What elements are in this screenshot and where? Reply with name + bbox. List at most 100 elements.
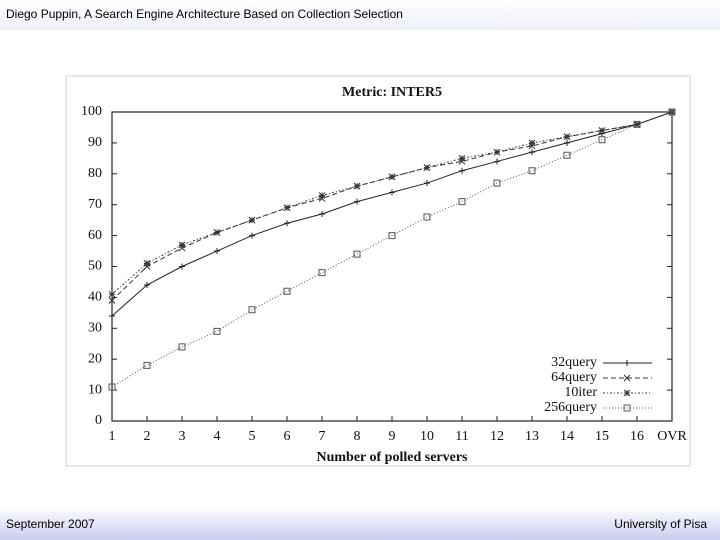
y-tick-label: 70: [88, 197, 102, 212]
marker: [389, 189, 395, 196]
chart-frame: [65, 75, 691, 467]
y-tick-label: 80: [88, 166, 102, 181]
marker: [248, 216, 256, 224]
marker: [143, 260, 151, 267]
marker: [563, 151, 571, 159]
marker: [458, 158, 466, 165]
marker: [563, 133, 571, 141]
y-tick-label: 90: [88, 135, 102, 150]
marker: [318, 269, 326, 277]
marker: [598, 136, 606, 144]
marker: [249, 232, 255, 239]
marker: [283, 287, 291, 295]
marker: [319, 210, 325, 217]
marker: [458, 154, 466, 162]
marker: [623, 404, 631, 412]
marker: [459, 167, 465, 174]
marker: [668, 108, 676, 116]
x-tick-label: 11: [455, 429, 468, 444]
x-axis-label: Number of polled servers: [317, 450, 469, 465]
x-tick-label: 2: [144, 429, 151, 444]
marker: [143, 361, 151, 369]
y-tick-label: 0: [95, 413, 102, 428]
x-tick-label: 16: [630, 429, 644, 444]
marker: [248, 306, 256, 314]
legend-label: 32query: [551, 355, 597, 370]
marker: [423, 213, 431, 221]
marker: [458, 198, 466, 206]
marker: [388, 232, 396, 240]
marker: [179, 263, 185, 270]
marker: [178, 343, 186, 351]
footer-affiliation: University of Pisa: [614, 517, 707, 531]
marker: [493, 148, 501, 156]
x-tick-label: 4: [214, 429, 221, 444]
x-tick-label: 9: [389, 429, 396, 444]
x-tick-label: OVR: [657, 429, 687, 444]
header-bar: Diego Puppin, A Search Engine Architectu…: [0, 0, 720, 30]
marker: [624, 360, 630, 366]
footer-bar: September 2007 University of Pisa: [0, 506, 720, 540]
marker: [493, 179, 501, 187]
y-tick-label: 40: [88, 290, 102, 305]
y-tick-label: 50: [88, 259, 102, 274]
legend-label: 64query: [551, 370, 597, 385]
marker: [668, 108, 676, 116]
y-tick-label: 10: [88, 382, 102, 397]
marker: [109, 312, 115, 319]
series-line: [111, 111, 673, 295]
marker: [623, 374, 631, 382]
marker: [529, 149, 535, 156]
marker: [564, 139, 570, 146]
marker: [623, 389, 631, 397]
x-tick-label: 5: [249, 429, 256, 444]
footer-date: September 2007: [6, 517, 95, 531]
chart-title: Metric: INTER5: [342, 85, 442, 100]
marker: [388, 173, 396, 181]
x-tick-label: 13: [525, 429, 539, 444]
marker: [353, 250, 361, 258]
marker: [633, 121, 641, 128]
marker: [178, 241, 186, 249]
marker: [214, 248, 220, 255]
marker: [283, 204, 291, 212]
marker: [598, 127, 606, 134]
marker: [108, 297, 116, 304]
marker: [424, 180, 430, 187]
marker: [143, 263, 151, 270]
x-tick-label: 3: [179, 429, 186, 444]
marker: [354, 198, 360, 205]
y-tick-label: 20: [88, 351, 102, 366]
x-tick-label: 7: [319, 429, 326, 444]
x-tick-label: 1: [109, 429, 116, 444]
legend-label: 10iter: [564, 385, 597, 400]
marker: [353, 182, 361, 190]
series-line: [111, 111, 673, 301]
marker: [108, 290, 116, 298]
marker: [528, 142, 536, 150]
y-tick-label: 100: [81, 104, 102, 119]
header-title: Diego Puppin, A Search Engine Architectu…: [6, 7, 403, 21]
x-tick-label: 14: [560, 429, 574, 444]
marker: [633, 120, 641, 128]
marker: [213, 327, 221, 335]
x-tick-label: 10: [420, 429, 434, 444]
x-tick-label: 8: [354, 429, 361, 444]
marker: [284, 220, 290, 227]
marker: [528, 167, 536, 175]
legend-label: 256query: [544, 400, 597, 415]
marker: [318, 192, 326, 199]
y-tick-label: 60: [88, 228, 102, 243]
marker: [494, 158, 500, 165]
x-tick-label: 12: [490, 429, 504, 444]
marker: [108, 383, 116, 391]
marker: [213, 229, 221, 236]
marker: [528, 139, 536, 147]
marker: [144, 282, 150, 289]
series-line: [111, 111, 673, 388]
x-tick-label: 15: [595, 429, 609, 444]
x-tick-label: 6: [284, 429, 291, 444]
y-tick-label: 30: [88, 321, 102, 336]
